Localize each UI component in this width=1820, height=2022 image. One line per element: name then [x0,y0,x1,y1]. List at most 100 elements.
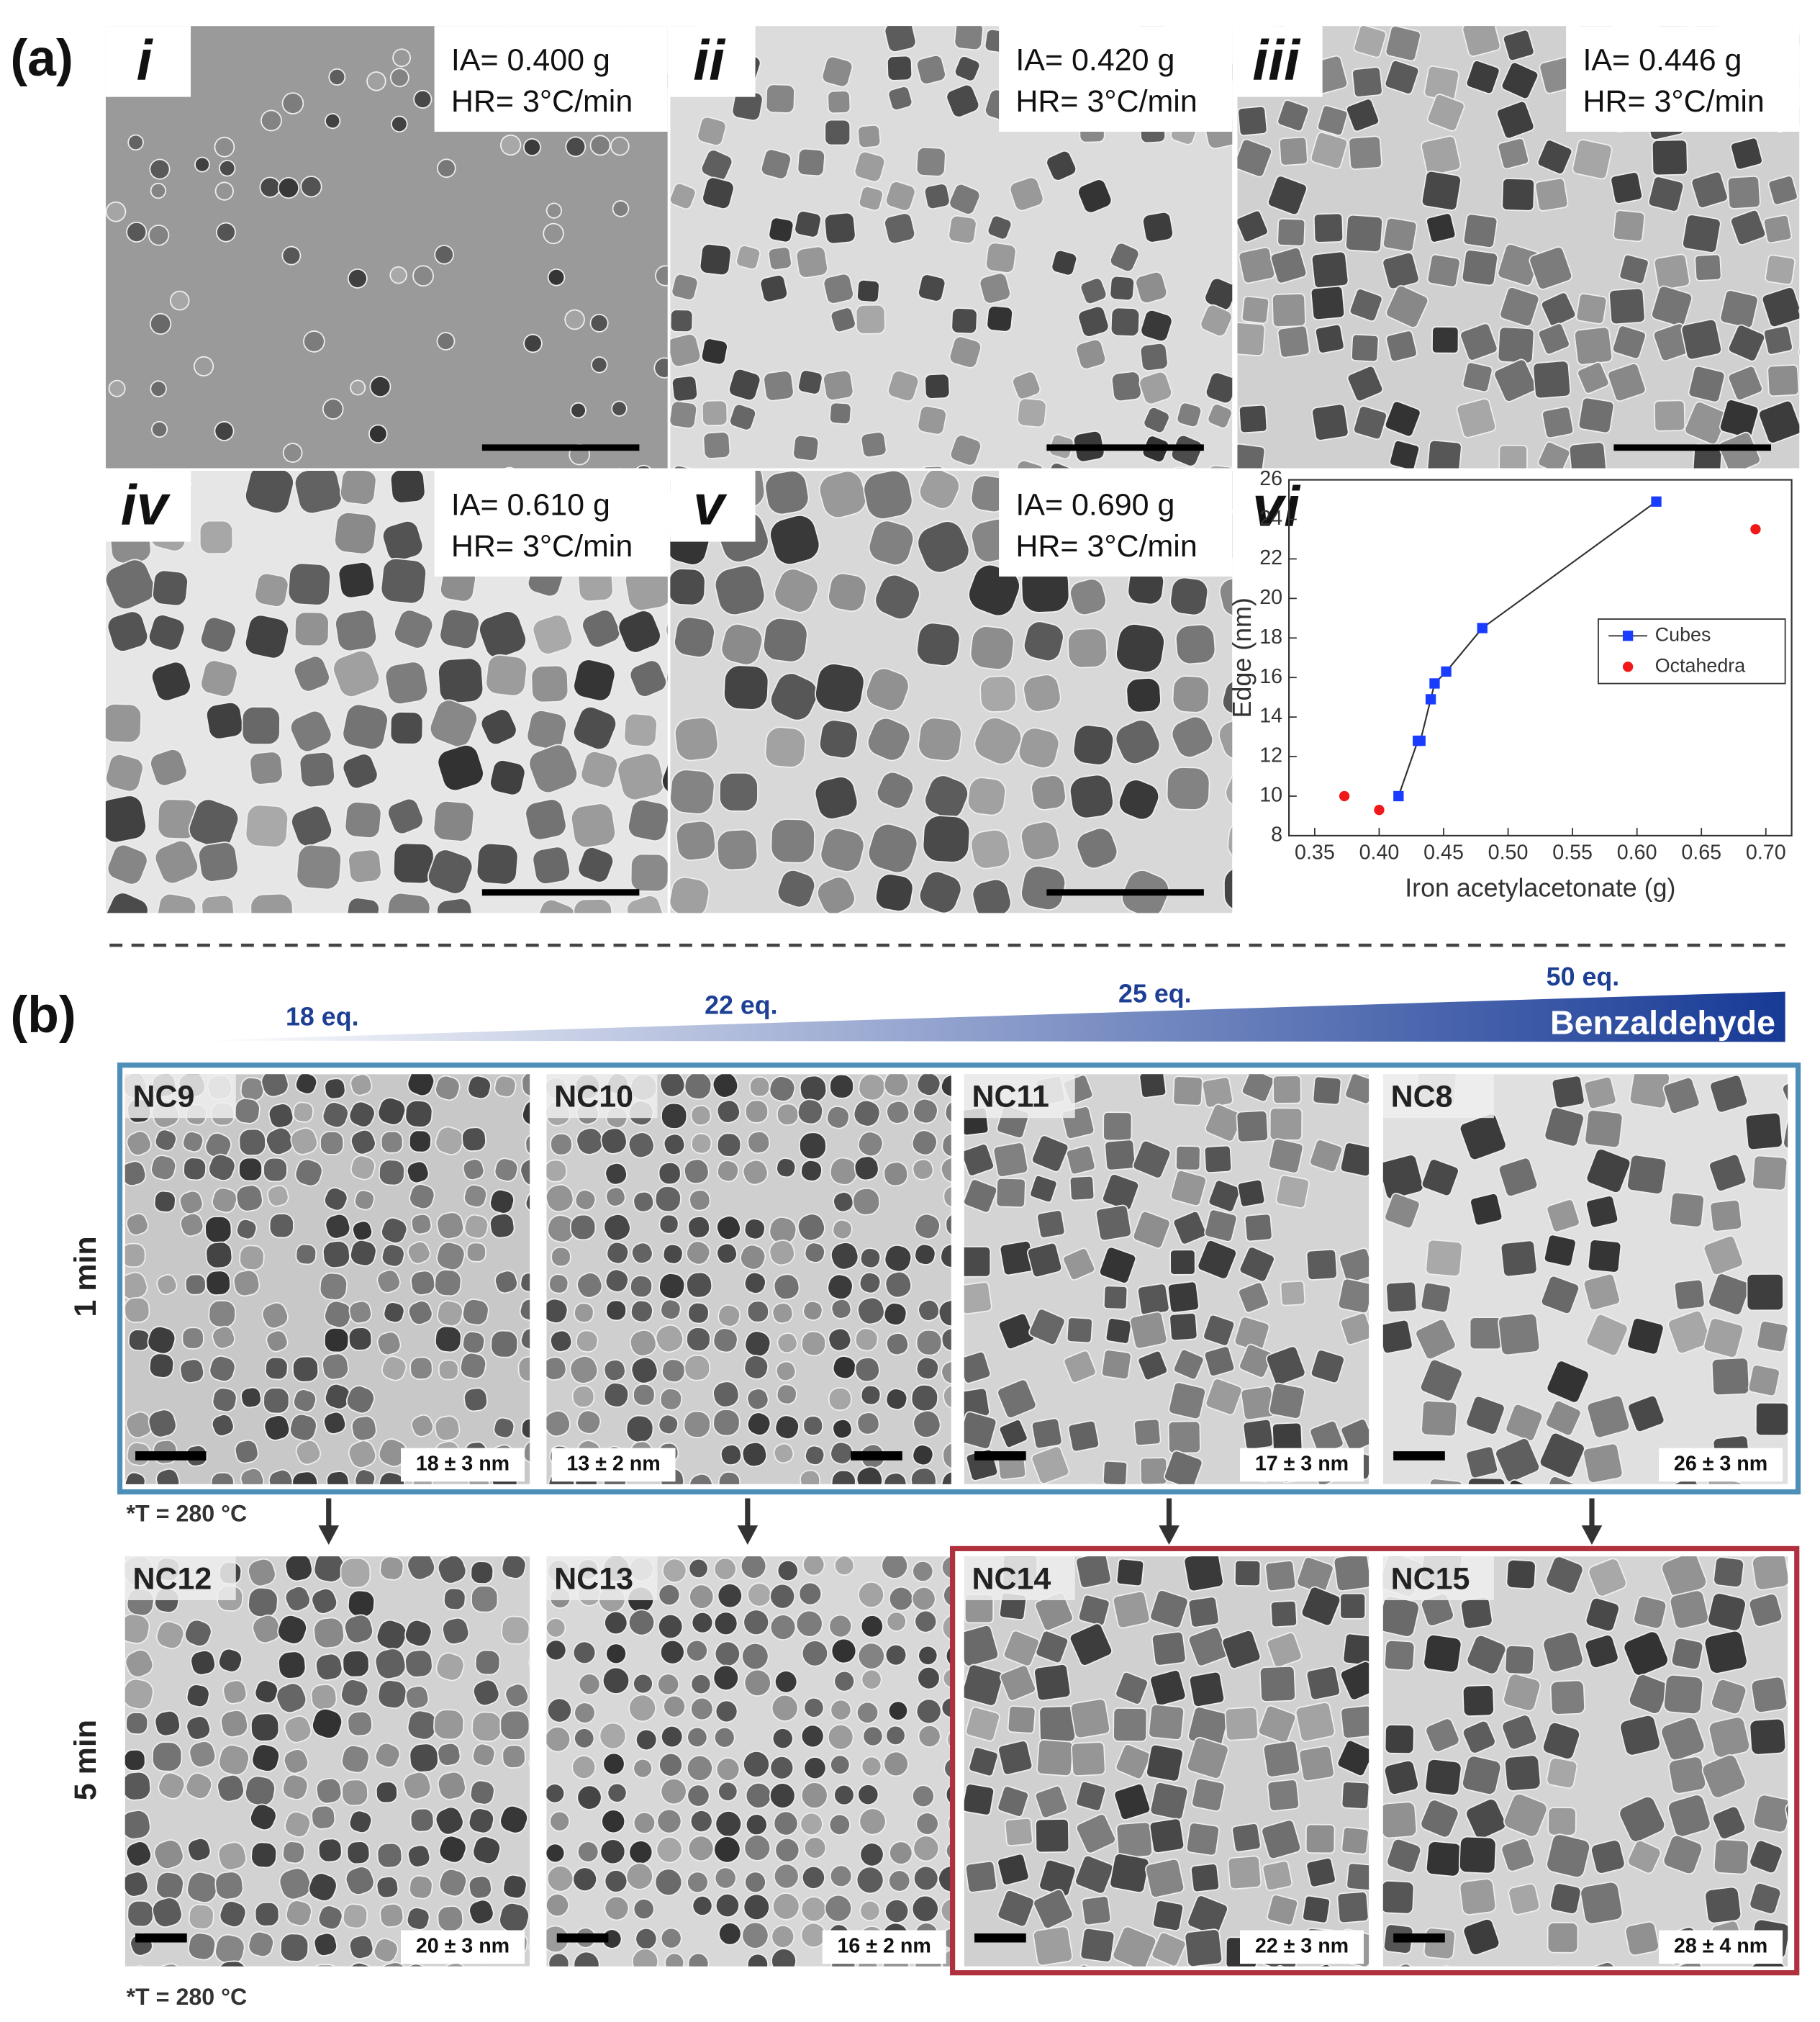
particle [501,1615,530,1645]
particle [1258,1705,1297,1743]
sample-name: NC8 [1391,1080,1453,1114]
particle [661,1725,684,1748]
particle [263,1387,290,1414]
particle [472,1743,496,1767]
particle [479,610,527,659]
particle [437,1742,461,1766]
condition-text: HR= 3°C/min [1015,529,1197,564]
particle [630,1242,653,1265]
particle [150,749,188,787]
particle [326,1471,350,1484]
particle [833,1784,855,1806]
particle [964,1860,997,1893]
particle [194,156,210,173]
particle [881,1556,908,1579]
particle [1075,1556,1112,1589]
particle [664,1952,685,1967]
particle [886,1611,907,1632]
particle [972,878,1012,913]
particle [476,842,519,885]
particle [1543,1234,1577,1268]
particle [376,1269,401,1294]
particle [798,1132,827,1160]
particle [205,1270,231,1296]
particle [1081,1895,1112,1926]
particle [1389,440,1421,469]
particle [1149,1818,1185,1854]
particle [1385,285,1429,328]
label-box [999,471,1233,577]
particle [914,1243,936,1265]
particle [284,1556,313,1582]
particle [915,146,946,177]
particle [546,1159,568,1183]
particle [1583,1273,1621,1311]
particle [493,1417,515,1439]
particle [1270,247,1308,284]
particle [436,332,456,351]
particle [1012,371,1041,400]
particle [1203,1145,1233,1174]
legend-label: Octahedra [1655,654,1745,676]
particle [1265,1345,1306,1386]
particle [1344,1074,1369,1105]
particle [687,1952,710,1967]
particle [1545,1399,1582,1437]
particle [127,1329,150,1352]
particle [1713,1838,1749,1875]
condition-text: HR= 3°C/min [451,84,633,119]
particle [1508,1883,1540,1915]
particle [570,402,587,419]
particle [211,1414,235,1437]
particle [1237,138,1273,178]
particle [546,1356,567,1381]
particle [1459,322,1498,361]
particle [918,1724,941,1748]
particle [340,1679,369,1707]
particle [1749,1882,1782,1915]
particle [1136,1283,1170,1317]
particle [1238,404,1268,434]
particle [284,1715,312,1743]
particle [1069,1175,1095,1201]
particle [740,1556,767,1579]
particle [261,109,282,132]
particle [520,1327,530,1351]
particle [689,1473,714,1484]
particle [1221,1630,1262,1669]
particle [1104,1139,1136,1171]
particle [1307,478,1341,513]
particle [687,1726,708,1748]
particle [1546,1833,1591,1879]
particle [1244,1213,1273,1242]
particle [683,1410,711,1439]
particle [1501,177,1536,212]
particle [1138,371,1172,405]
particle [1761,286,1800,328]
particle [1208,1179,1241,1213]
particle [964,1245,992,1278]
particle [714,564,766,616]
particle [251,1743,280,1772]
particle [404,1685,430,1710]
particle [1029,1175,1058,1204]
particle [282,1774,309,1800]
particle [1467,1477,1506,1484]
particle [1469,1317,1503,1350]
particle [535,898,576,913]
particle [885,1388,908,1411]
particle [943,1757,951,1780]
particle [852,1187,881,1216]
particle [433,800,475,842]
particle [1236,1110,1269,1143]
particle [635,1728,658,1751]
particle [125,1712,149,1736]
particle [386,892,431,913]
particle [466,1242,486,1263]
particle [546,1893,569,1918]
particle [124,1471,146,1484]
particle [1785,1798,1788,1836]
particle [1542,1631,1584,1673]
particle [802,1300,823,1322]
particle [1349,288,1383,322]
